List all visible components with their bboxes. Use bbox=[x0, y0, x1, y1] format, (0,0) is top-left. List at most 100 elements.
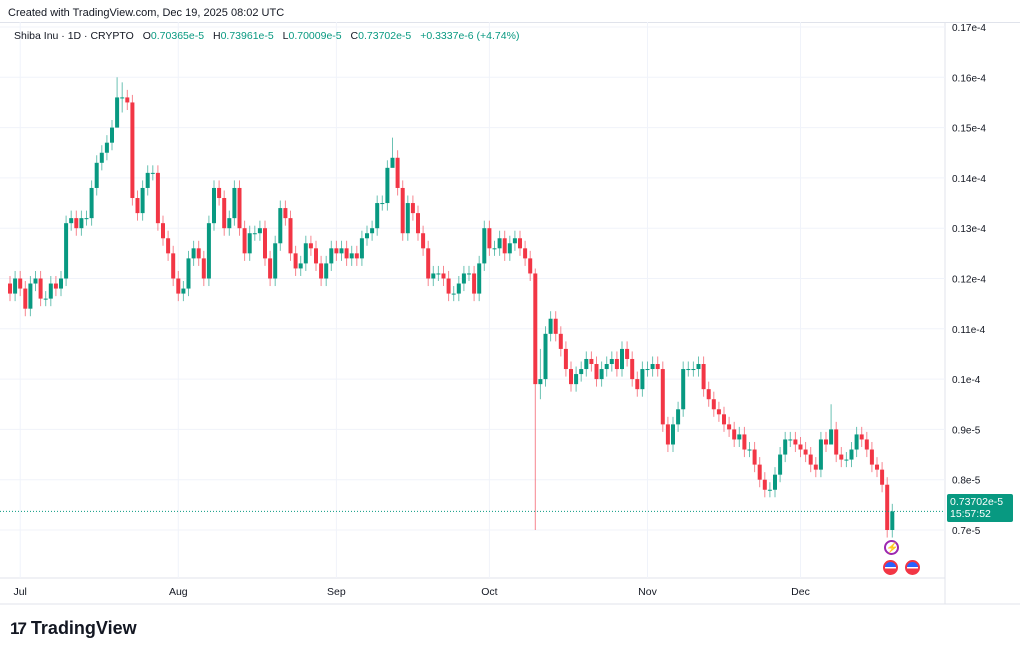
candle-up bbox=[451, 293, 456, 295]
x-tick-label: Nov bbox=[638, 586, 657, 598]
candle-down bbox=[410, 203, 415, 214]
candle-down bbox=[553, 318, 558, 334]
candle-up bbox=[69, 218, 74, 224]
candle-up bbox=[844, 459, 849, 461]
candle-up bbox=[767, 489, 772, 491]
candle-down bbox=[176, 278, 181, 294]
candle-down bbox=[528, 258, 533, 274]
candle-down bbox=[8, 283, 12, 294]
candle-down bbox=[472, 273, 477, 294]
candle-up bbox=[436, 273, 441, 275]
bar-countdown: 15:57:52 bbox=[950, 508, 991, 520]
candle-down bbox=[237, 187, 242, 229]
candle-up bbox=[43, 298, 48, 300]
candle-up bbox=[79, 218, 84, 229]
low-value: 0.70009e-5 bbox=[288, 30, 342, 42]
candle-down bbox=[793, 439, 798, 445]
created-with-caption: Created with TradingView.com, Dec 19, 20… bbox=[8, 7, 285, 19]
candle-up bbox=[747, 449, 752, 451]
candle-down bbox=[864, 439, 869, 450]
open-label: O bbox=[142, 30, 151, 42]
y-tick-label: 0.17e-4 bbox=[952, 23, 986, 34]
candle-down bbox=[288, 218, 293, 254]
tradingview-logo[interactable]: 17 TradingView bbox=[10, 618, 137, 639]
candle-up bbox=[507, 243, 512, 254]
y-tick-label: 0.12e-4 bbox=[952, 275, 986, 286]
candle-down bbox=[217, 187, 222, 199]
candle-up bbox=[33, 278, 38, 284]
candle-down bbox=[742, 434, 747, 450]
candle-up bbox=[84, 218, 89, 220]
candle-up bbox=[640, 369, 645, 390]
candle-up bbox=[461, 273, 466, 284]
candle-up bbox=[370, 228, 375, 234]
candle-down bbox=[283, 208, 288, 219]
candle-down bbox=[834, 429, 839, 455]
candle-down bbox=[589, 358, 594, 365]
candle-down bbox=[722, 414, 726, 425]
candle-up bbox=[599, 369, 604, 380]
candle-down bbox=[757, 464, 762, 480]
candle-up bbox=[273, 243, 278, 279]
candle-up bbox=[94, 162, 99, 188]
candle-down bbox=[74, 218, 79, 229]
candle-down bbox=[487, 228, 492, 249]
candle-up bbox=[620, 348, 624, 370]
candle-up bbox=[788, 439, 793, 441]
candle-down bbox=[630, 358, 635, 380]
candle-down bbox=[161, 223, 165, 239]
y-tick-label: 0.1e-4 bbox=[952, 375, 981, 386]
candle-up bbox=[773, 474, 777, 490]
candle-down bbox=[563, 348, 568, 370]
candle-up bbox=[59, 278, 63, 289]
candle-down bbox=[635, 379, 640, 390]
x-tick-label: Sep bbox=[327, 586, 346, 598]
candle-up bbox=[252, 233, 257, 235]
y-tick-label: 0.16e-4 bbox=[952, 73, 986, 84]
candle-up bbox=[456, 283, 461, 294]
candle-up bbox=[359, 238, 364, 259]
candle-up bbox=[492, 248, 497, 250]
candle-up bbox=[671, 424, 675, 445]
candle-down bbox=[395, 157, 400, 188]
us-flag-icon[interactable] bbox=[883, 560, 898, 575]
candle-up bbox=[645, 369, 650, 371]
candle-down bbox=[135, 198, 140, 214]
candle-up bbox=[609, 358, 614, 365]
candle-down bbox=[558, 333, 563, 349]
candle-down bbox=[166, 238, 171, 254]
candle-up bbox=[467, 273, 471, 275]
candle-up bbox=[186, 258, 191, 289]
candle-up bbox=[145, 172, 150, 188]
candle-up bbox=[28, 283, 33, 309]
candle-up bbox=[783, 439, 788, 455]
y-tick-label: 0.15e-4 bbox=[952, 124, 986, 135]
candle-up bbox=[380, 203, 385, 205]
lightning-icon[interactable]: ⚡ bbox=[884, 540, 899, 555]
candle-down bbox=[308, 243, 313, 249]
candle-up bbox=[691, 369, 696, 371]
candle-down bbox=[196, 248, 201, 259]
candle-down bbox=[614, 358, 619, 370]
candle-up bbox=[676, 409, 681, 425]
candle-up bbox=[737, 434, 742, 440]
x-tick-label: Oct bbox=[481, 586, 497, 598]
candle-down bbox=[23, 288, 28, 309]
candle-down bbox=[502, 238, 507, 254]
candle-down bbox=[798, 444, 803, 450]
candle-up bbox=[324, 263, 329, 279]
candle-down bbox=[711, 399, 716, 410]
candle-down bbox=[421, 233, 426, 249]
us-flag-icon[interactable] bbox=[905, 560, 920, 575]
candle-up bbox=[303, 243, 308, 264]
candle-down bbox=[426, 248, 431, 279]
candle-down bbox=[314, 248, 318, 264]
candle-up bbox=[48, 283, 53, 299]
candle-up bbox=[829, 429, 834, 445]
y-tick-label: 0.14e-4 bbox=[952, 174, 986, 185]
candle-down bbox=[762, 479, 767, 490]
y-tick-label: 0.9e-5 bbox=[952, 425, 981, 436]
symbol-title[interactable]: Shiba Inu · 1D · CRYPTO bbox=[14, 30, 134, 42]
y-tick-label: 0.8e-5 bbox=[952, 476, 981, 487]
